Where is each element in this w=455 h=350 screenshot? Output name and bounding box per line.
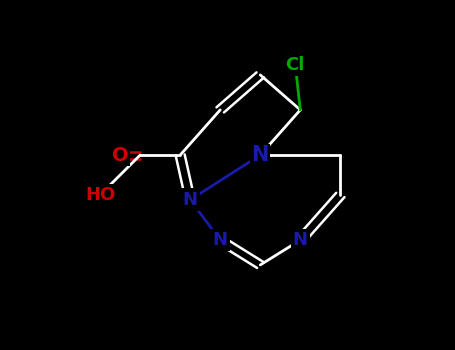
Bar — [210, 229, 230, 251]
Bar — [279, 54, 312, 77]
Bar — [291, 229, 310, 251]
Text: N: N — [213, 231, 228, 249]
Bar — [84, 183, 116, 206]
Bar — [250, 144, 270, 166]
Text: HO: HO — [85, 186, 115, 204]
Text: N: N — [293, 231, 308, 249]
Text: N: N — [183, 191, 197, 209]
Text: O: O — [112, 146, 128, 164]
Bar — [111, 144, 130, 166]
Text: Cl: Cl — [286, 56, 305, 74]
Text: N: N — [252, 145, 269, 165]
Bar — [180, 189, 200, 211]
